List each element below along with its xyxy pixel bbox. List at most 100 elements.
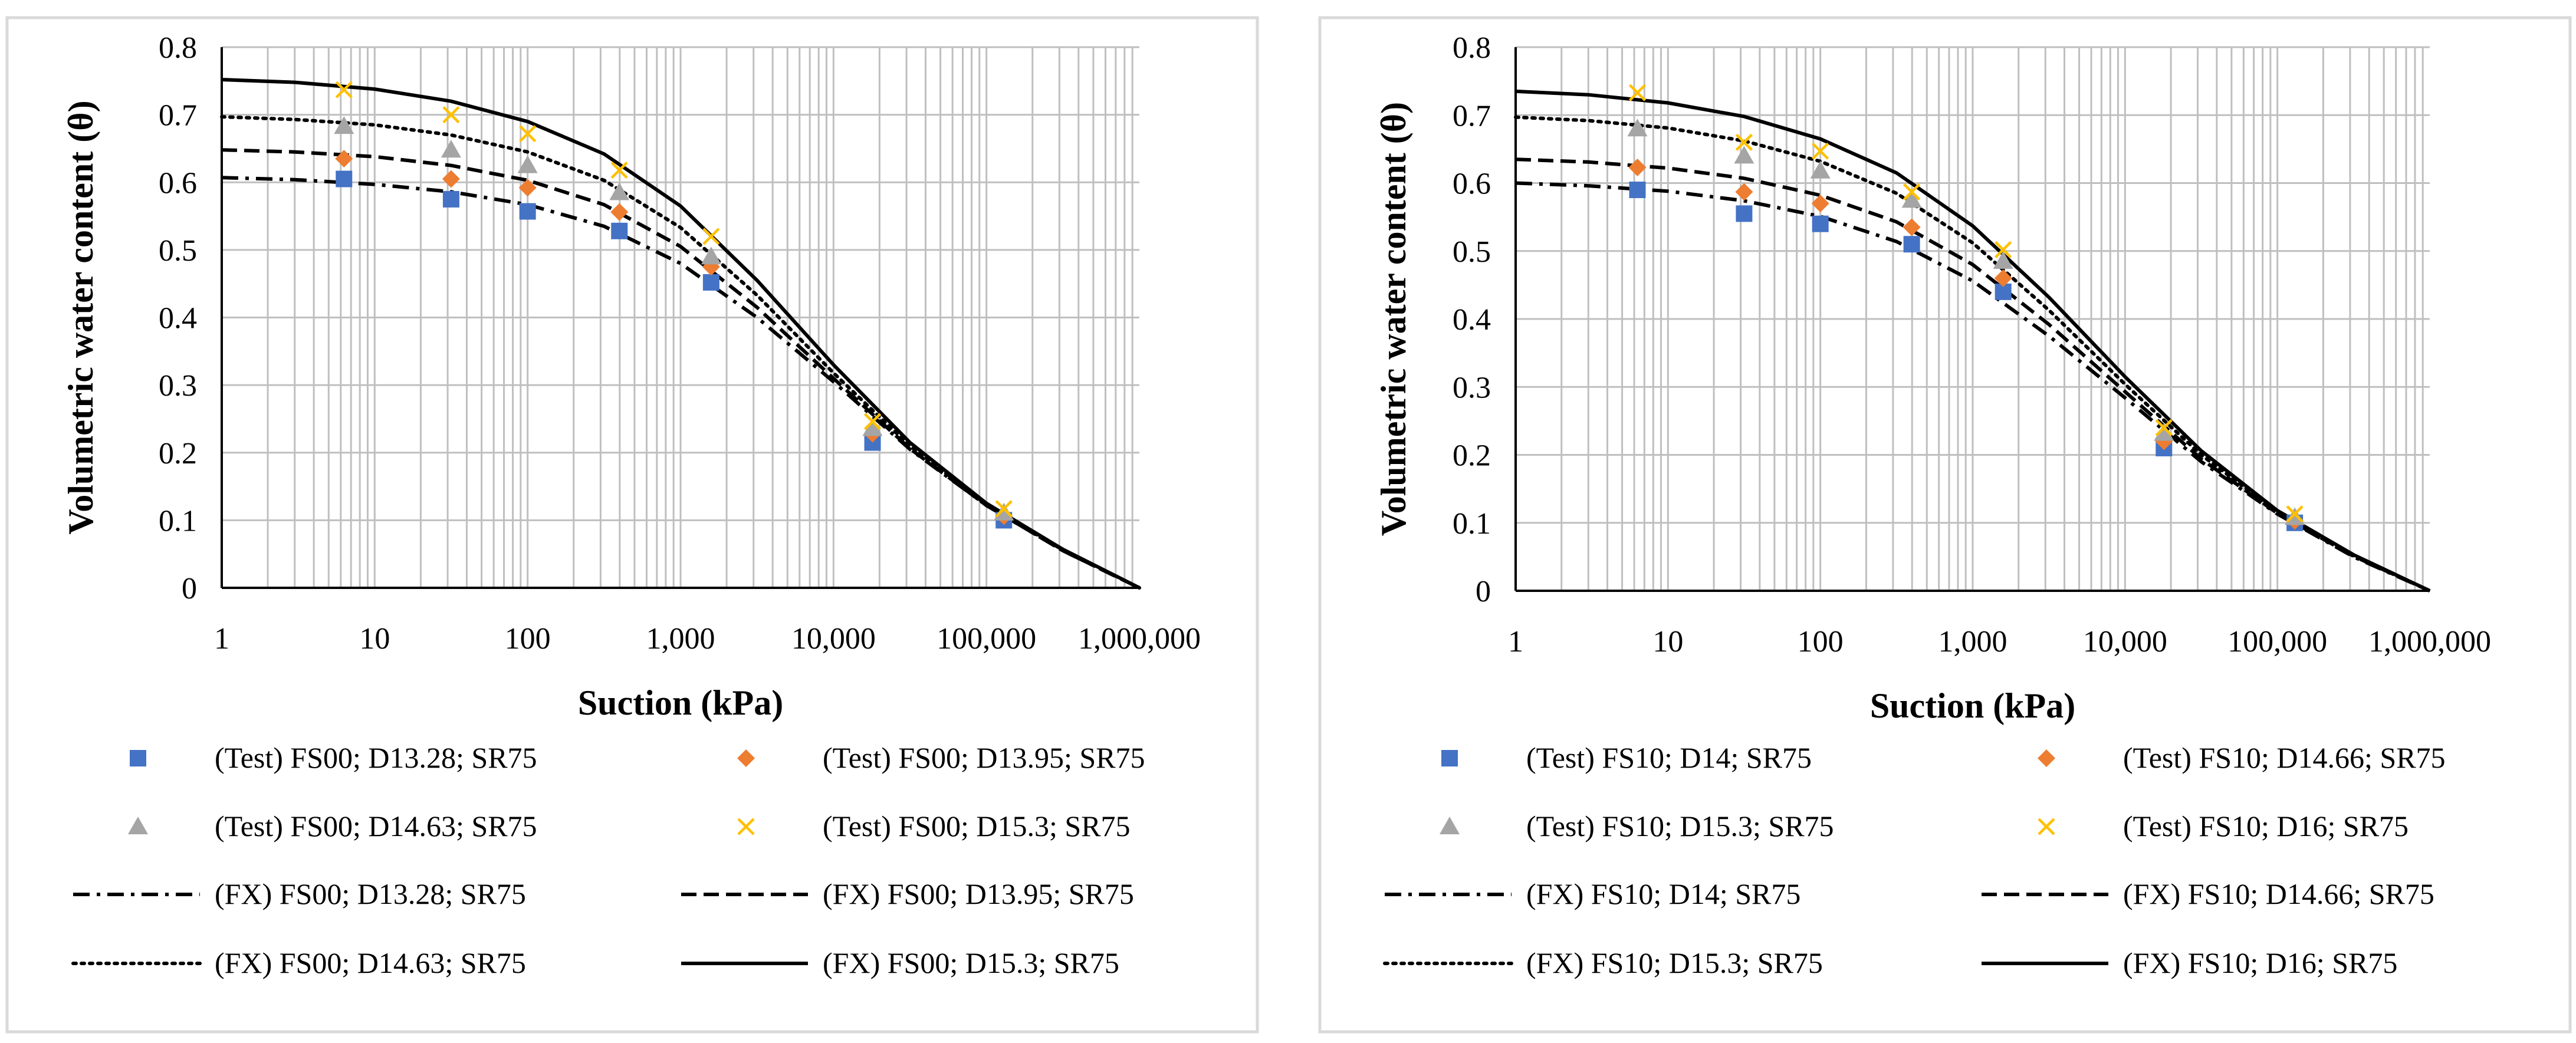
legend-label: (FX) FS00; D13.28; SR75: [215, 877, 526, 910]
data-point: [335, 81, 353, 98]
y-tick-label: 0.7: [159, 99, 197, 133]
data-point: [1812, 215, 1829, 232]
data-point: [702, 274, 719, 291]
y-tick-label: 0.2: [1453, 439, 1491, 473]
legend-marker: [2038, 818, 2055, 835]
data-point: [994, 502, 1014, 521]
data-point: [1903, 236, 1920, 253]
x-tick-label: 1,000,000: [1078, 622, 1201, 656]
test-series-4: [1628, 84, 2304, 523]
data-point: [335, 150, 353, 168]
x-tick-label: 10,000: [2083, 625, 2167, 659]
data-point: [519, 125, 537, 143]
y-tick-label: 0.4: [1453, 303, 1491, 337]
chart-panel-2: 0 0.1 0.2 0.3 0.4 0.5 0.6 0.7 0.8 1 10 100 1,000 10,0…: [1318, 16, 2572, 1034]
x-tick-label: 10: [359, 622, 390, 656]
data-point: [442, 106, 460, 124]
data-point: [336, 170, 353, 187]
gridlines: [1516, 46, 2430, 592]
data-point: [518, 179, 537, 197]
legend-marker: [1441, 750, 1458, 766]
legend-label: (FX) FS10; D16; SR75: [2123, 946, 2397, 979]
data-point: [2155, 419, 2173, 436]
x-tick-label: 1: [1508, 625, 1523, 659]
data-point: [1903, 218, 1921, 236]
x-axis-label: Suction (kPa): [1870, 686, 2075, 725]
data-point: [1994, 269, 2012, 287]
data-point: [517, 155, 538, 173]
x-tick-label: 10: [1652, 625, 1683, 659]
data-point: [1901, 190, 1922, 208]
legend-label: (Test) FS10; D15.3; SR75: [1526, 810, 1834, 843]
fit-curve-2: [1515, 157, 2431, 593]
y-tick-label: 0.7: [1453, 99, 1491, 133]
legend-label: (FX) FS00; D13.95; SR75: [823, 877, 1134, 910]
y-tick-label: 0.1: [159, 504, 197, 538]
data-point: [1903, 183, 1921, 201]
data-point: [1627, 119, 1648, 137]
gridlines: [222, 46, 1139, 589]
y-tick-label: 0.5: [1453, 235, 1491, 269]
y-tick-label: 0.6: [1453, 167, 1491, 201]
x-tick-label: 1,000,000: [2368, 625, 2491, 659]
legend-marker: [1440, 817, 1460, 834]
y-axis-label: Volumetric water content (θ): [61, 100, 100, 534]
legend-label: (Test) FS00; D15.3; SR75: [823, 810, 1131, 843]
y-tick-label: 0.3: [159, 369, 197, 403]
data-point: [609, 182, 630, 200]
data-point: [1995, 241, 2012, 259]
data-point: [1735, 183, 1753, 201]
legend-marker: [737, 818, 755, 835]
fit-curve-4: [1515, 89, 2431, 593]
legend-label: (Test) FS00; D13.28; SR75: [215, 741, 537, 774]
chart-panel-1: 0 0.1 0.2 0.3 0.4 0.5 0.6 0.7 0.8 1 10 100 1,000 10,0…: [5, 16, 1259, 1034]
y-tick-label: 0.5: [159, 234, 197, 268]
chart-frame: [1318, 16, 2572, 1034]
test-series-3: [334, 116, 1014, 521]
legend-label: (Test) FS10; D14; SR75: [1526, 741, 1812, 774]
data-point: [610, 162, 628, 179]
data-point: [701, 246, 721, 265]
data-point: [442, 170, 460, 188]
x-tick-label: 1,000: [1938, 625, 2007, 659]
legend: (Test) FS00; D13.28; SR75 (Test) FS00; D1…: [71, 741, 1145, 979]
y-tick-label: 0.2: [159, 437, 197, 470]
data-point: [995, 500, 1013, 518]
data-point: [863, 413, 882, 430]
legend-marker: [128, 817, 148, 834]
y-axis-label: Volumetric water content (θ): [1374, 102, 1413, 536]
fit-curve-1: [1515, 181, 2431, 593]
data-point: [611, 222, 628, 239]
data-point: [334, 116, 354, 134]
x-tick-label: 100: [1798, 625, 1844, 659]
data-point: [1629, 182, 1646, 199]
data-point: [1810, 160, 1831, 179]
y-tick-label: 0.8: [159, 31, 197, 65]
legend-marker: [737, 749, 755, 767]
data-point: [1628, 84, 1647, 101]
y-tick-label: 0.1: [1453, 507, 1491, 541]
legend-label: (Test) FS00; D14.63; SR75: [215, 810, 537, 843]
data-point: [610, 203, 629, 221]
data-point: [702, 228, 720, 245]
x-tick-label: 10,000: [791, 622, 876, 656]
y-tick-label: 0.3: [1453, 371, 1491, 404]
data-point: [1735, 133, 1753, 151]
test-series-4: [335, 81, 1013, 518]
y-tick-label: 0.6: [159, 166, 197, 200]
data-point: [442, 190, 459, 208]
legend-label: (FX) FS10; D15.3; SR75: [1526, 946, 1823, 979]
data-point: [1811, 195, 1829, 213]
x-tick-label: 100,000: [937, 622, 1036, 656]
data-point: [1736, 205, 1753, 222]
data-point: [1993, 251, 2013, 269]
data-point: [441, 140, 461, 158]
y-tick-label: 0: [1476, 575, 1491, 608]
data-point: [2154, 423, 2174, 441]
legend-label: (FX) FS00; D14.63; SR75: [215, 946, 526, 979]
y-tick-label: 0.8: [1453, 31, 1491, 65]
legend-label: (Test) FS10; D14.66; SR75: [2123, 741, 2446, 774]
data-point: [1734, 146, 1754, 164]
legend-marker: [2038, 749, 2055, 767]
